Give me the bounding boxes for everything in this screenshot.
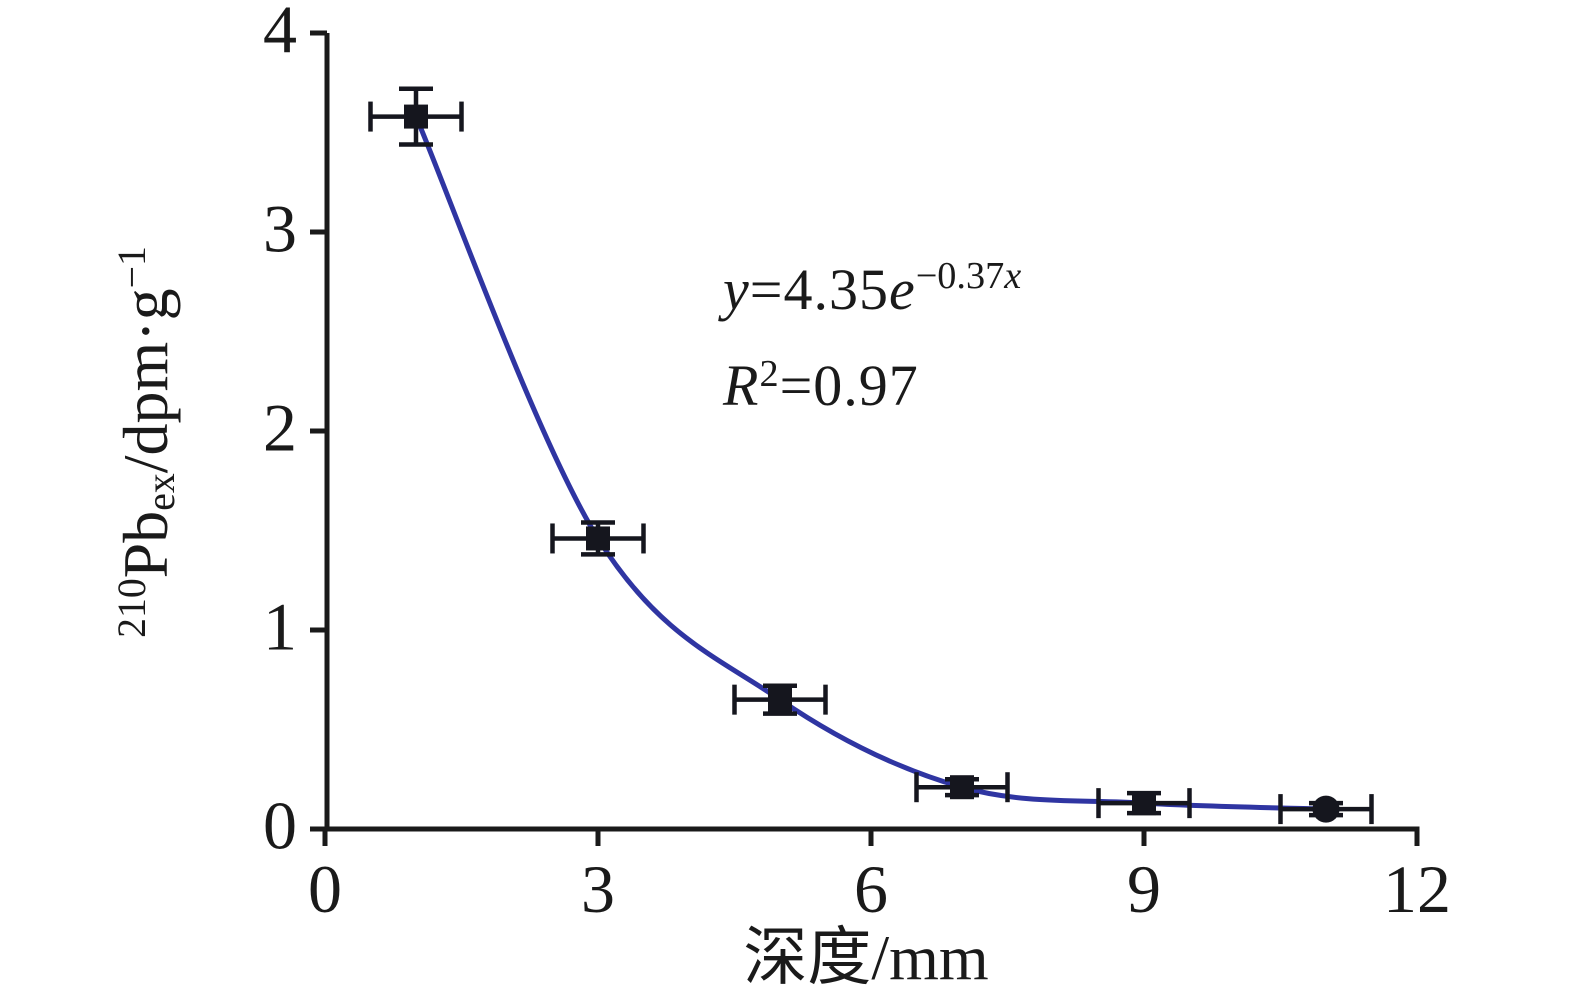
equation-exponent: −0.37x (916, 255, 1022, 297)
data-point-marker (586, 526, 610, 551)
equation-exponent-coef: −0.37 (915, 254, 1005, 297)
data-point-marker (768, 687, 792, 712)
y-tick-label-1: 1 (263, 588, 297, 665)
equation-exponent-var: x (1004, 254, 1022, 297)
equation-lhs: y (723, 257, 750, 322)
x-tick-label-12: 12 (1383, 851, 1451, 927)
r-squared-value: =0.97 (779, 353, 919, 418)
y-tick-label-3: 3 (263, 190, 297, 267)
equation-e: e (888, 257, 916, 322)
x-tick-label-9: 9 (1127, 851, 1161, 927)
data-point-marker (1312, 795, 1340, 823)
y-axis-unit: /dpm·g (110, 288, 181, 474)
fit-equation: y=4.35e−0.37x (723, 255, 1022, 323)
y-axis-title: 210Pbex/dpm·g−1 (109, 246, 183, 638)
data-point-marker (404, 104, 428, 129)
r-squared-label: R2=0.97 (723, 352, 919, 419)
r-squared-superscript: 2 (759, 352, 780, 395)
data-point-marker (1132, 791, 1156, 816)
r-squared-symbol: R (723, 353, 760, 418)
x-axis-title: 深度/mm (743, 922, 989, 993)
x-tick-label-0: 0 (308, 851, 342, 927)
equation-coefficient: =4.35 (749, 257, 889, 322)
x-tick-label-6: 6 (854, 851, 888, 927)
y-axis-subscript: ex (139, 473, 184, 511)
data-point-marker (950, 775, 974, 800)
y-axis-unit-superscript: −1 (110, 246, 155, 289)
fit-curve-line (413, 114, 1329, 812)
y-tick-label-4: 4 (263, 0, 297, 68)
y-axis-isotope-superscript: 210 (110, 578, 155, 638)
y-axis-element: Pb (110, 510, 181, 579)
x-tick-label-3: 3 (581, 851, 615, 927)
y-tick-label-2: 2 (263, 389, 297, 466)
y-tick-label-0: 0 (263, 787, 297, 864)
